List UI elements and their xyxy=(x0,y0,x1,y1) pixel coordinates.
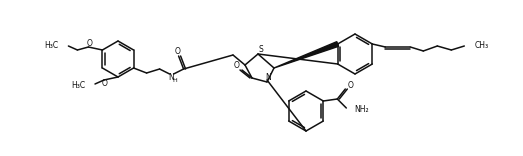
Text: N: N xyxy=(169,73,175,81)
Text: O: O xyxy=(347,80,353,90)
Text: O: O xyxy=(86,39,93,49)
Text: O: O xyxy=(102,78,108,88)
Text: CH₃: CH₃ xyxy=(474,41,488,49)
Text: S: S xyxy=(259,44,264,54)
Text: H: H xyxy=(172,78,177,83)
Text: O: O xyxy=(175,46,180,56)
Text: NH₂: NH₂ xyxy=(354,105,369,115)
Polygon shape xyxy=(274,42,338,68)
Text: H₃C: H₃C xyxy=(44,41,59,49)
Text: N: N xyxy=(265,73,271,81)
Text: H₃C: H₃C xyxy=(71,80,85,90)
Text: O: O xyxy=(234,61,240,70)
